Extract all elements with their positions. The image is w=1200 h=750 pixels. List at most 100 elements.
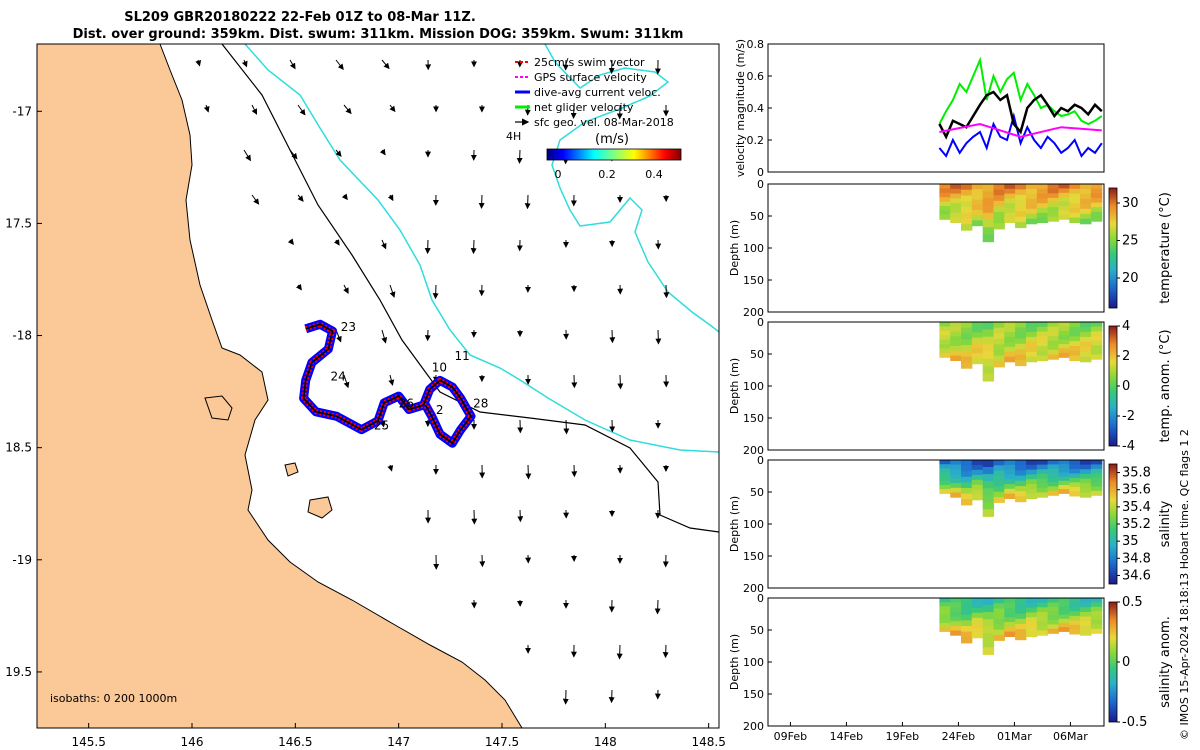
heatmap-cell bbox=[1058, 598, 1070, 603]
heatmap-cell bbox=[1090, 349, 1103, 355]
heatmap-cell bbox=[1004, 598, 1016, 604]
y-tick-label: 150 bbox=[743, 274, 764, 287]
heatmap-cell bbox=[1090, 628, 1103, 634]
heatmap-cell bbox=[1036, 630, 1049, 636]
map-legend: 25cm/s swim vector GPS surface velocity … bbox=[506, 56, 682, 181]
heatmap-cell bbox=[939, 348, 951, 354]
heatmap-cell bbox=[939, 464, 951, 469]
heatmap-cell bbox=[1026, 617, 1038, 623]
heatmap-cell bbox=[993, 195, 1005, 202]
heatmap-cell bbox=[1026, 631, 1038, 637]
heatmap-cell bbox=[1026, 484, 1038, 490]
heatmap-cell bbox=[971, 479, 984, 486]
colorbar-tick-label: 34.8 bbox=[1122, 551, 1151, 566]
heatmap-cell bbox=[950, 487, 962, 493]
heatmap-cell bbox=[1069, 208, 1081, 214]
island-2 bbox=[307, 496, 333, 519]
y-tick-label: 0.4 bbox=[747, 102, 765, 115]
y-tick-label: 100 bbox=[743, 518, 764, 531]
x-tick-label: 19Feb bbox=[886, 730, 919, 743]
heatmap-cell bbox=[993, 475, 1005, 482]
heatmap-cell bbox=[1090, 477, 1103, 483]
heatmap-cell bbox=[1004, 469, 1016, 475]
heatmap-cell bbox=[993, 189, 1005, 196]
island-1 bbox=[204, 395, 233, 421]
heatmap-cell bbox=[1090, 460, 1103, 465]
heatmap-cell bbox=[1047, 345, 1059, 351]
heatmap-cell bbox=[1015, 222, 1027, 229]
heatmap-cell bbox=[1036, 193, 1049, 199]
heatmap-cell bbox=[939, 468, 951, 474]
heatmap-cell bbox=[1058, 210, 1070, 216]
heatmap-cell bbox=[1015, 475, 1027, 482]
y-tick-label: 150 bbox=[743, 550, 764, 563]
heatmap-cell bbox=[982, 205, 995, 214]
heatmap-cell bbox=[1047, 606, 1059, 612]
heatmap-cell bbox=[1080, 473, 1092, 480]
heatmap-cell bbox=[1036, 598, 1049, 604]
heatmap-cell bbox=[1004, 212, 1016, 219]
heatmap-cell bbox=[961, 488, 973, 495]
heatmap-cell bbox=[1080, 327, 1092, 333]
heatmap-cell bbox=[1058, 464, 1070, 469]
heatmap-cell bbox=[993, 619, 1005, 625]
map-y-tick-label: -19 bbox=[12, 553, 32, 567]
heatmap-cell bbox=[1047, 464, 1059, 470]
heatmap-cell bbox=[1047, 340, 1059, 346]
heatmap-cell bbox=[1058, 485, 1070, 490]
y-tick-label: 200 bbox=[743, 720, 764, 733]
y-tick-label: 0 bbox=[757, 592, 764, 605]
sfc-geo-vector bbox=[287, 238, 294, 245]
heatmap-cell bbox=[1036, 198, 1049, 204]
sfc-geo-vector bbox=[388, 374, 395, 386]
heatmap-cell bbox=[971, 607, 984, 614]
map-x-tick-label: 147 bbox=[387, 735, 410, 749]
heatmap-cell bbox=[1090, 345, 1103, 351]
heatmap-cell bbox=[961, 499, 973, 506]
heatmap-cell bbox=[950, 322, 962, 328]
heatmap-cell bbox=[1069, 629, 1081, 635]
heatmap-cell bbox=[993, 361, 1005, 368]
heatmap-cell bbox=[1015, 618, 1027, 625]
heatmap-cell bbox=[971, 484, 984, 491]
heatmap-cell bbox=[1047, 202, 1059, 208]
heatmap-cell bbox=[1058, 627, 1070, 632]
heatmap-cell bbox=[993, 355, 1005, 362]
heatmap-cell bbox=[982, 329, 995, 338]
heatmap-cell bbox=[1015, 200, 1027, 207]
heatmap-cell bbox=[1080, 487, 1092, 493]
heatmap-cell bbox=[1058, 322, 1070, 327]
heatmap-cell bbox=[1036, 621, 1049, 627]
heatmap-cell bbox=[982, 509, 995, 517]
heatmap-cell bbox=[1047, 624, 1059, 630]
sfc-geo-vector bbox=[387, 194, 394, 202]
heatmap-cell bbox=[971, 489, 984, 496]
heatmap-cell bbox=[1036, 331, 1049, 337]
sfc-geo-vector bbox=[251, 104, 258, 115]
heatmap-cell bbox=[971, 337, 984, 344]
heatmap-cell bbox=[1058, 201, 1070, 207]
heatmap-cell bbox=[1058, 602, 1070, 607]
colorbar-tick-label: -4 bbox=[1122, 439, 1135, 454]
heatmap-cell bbox=[971, 353, 984, 359]
heatmap-cell bbox=[971, 617, 984, 624]
heatmap-cell bbox=[1004, 331, 1016, 338]
heatmap-cell bbox=[993, 206, 1005, 213]
heatmap-cell bbox=[1004, 460, 1016, 466]
heatmap-cell bbox=[939, 344, 951, 349]
heatmap-cell bbox=[1080, 213, 1092, 220]
heatmap-cell bbox=[961, 207, 973, 214]
heatmap-cell bbox=[1090, 606, 1103, 612]
x-tick-label: 01Mar bbox=[997, 730, 1032, 743]
heatmap-cell bbox=[971, 474, 984, 481]
heatmap-cell bbox=[1080, 208, 1092, 215]
heatmap-cell bbox=[1080, 351, 1092, 358]
heatmap-cell bbox=[950, 469, 962, 475]
heatmap-cell bbox=[1015, 322, 1027, 328]
heatmap-cell bbox=[950, 473, 962, 480]
heatmap-cell bbox=[1080, 356, 1092, 363]
heatmap-cell bbox=[993, 629, 1005, 636]
heatmap-cell bbox=[1047, 468, 1059, 474]
heatmap-cell bbox=[1069, 193, 1081, 199]
sfc-geo-vector bbox=[389, 104, 396, 113]
